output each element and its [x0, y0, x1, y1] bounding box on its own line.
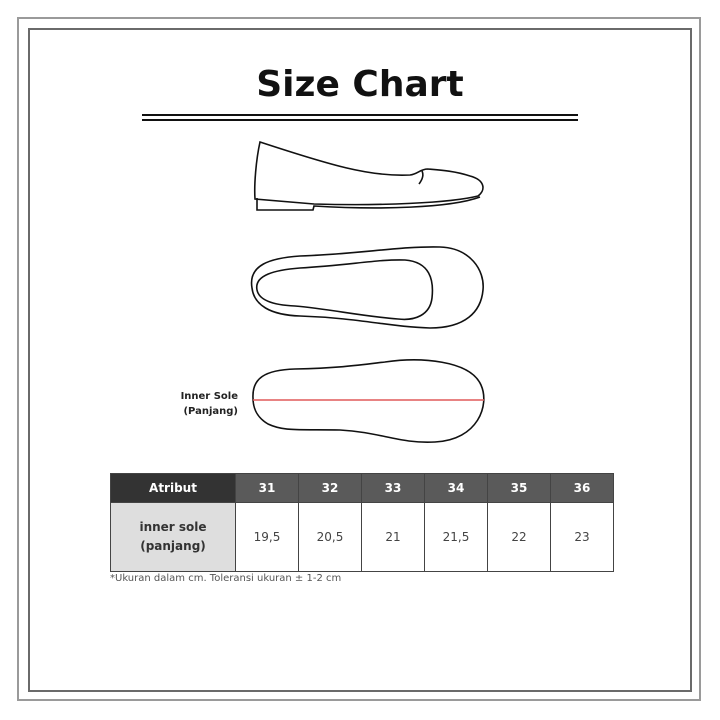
value-cell: 23	[550, 502, 614, 572]
label-line-2: (Panjang)	[183, 406, 238, 417]
table-header-row: Atribut 31 32 33 34 35 36	[110, 473, 614, 503]
row-label: inner sole (panjang)	[110, 502, 236, 572]
header-size: 31	[235, 473, 299, 503]
outer-frame	[17, 17, 701, 701]
tolerance-note: *Ukuran dalam cm. Toleransi ukuran ± 1-2…	[110, 573, 342, 584]
label-line-1: Inner Sole	[180, 391, 238, 402]
header-size: 34	[424, 473, 488, 503]
value-cell: 20,5	[298, 502, 362, 572]
inner-frame	[28, 28, 692, 692]
value-cell: 21	[361, 502, 425, 572]
shoe-top-view	[250, 246, 484, 329]
row-label-line-1: inner sole	[139, 520, 207, 534]
header-size: 35	[487, 473, 551, 503]
size-table: Atribut 31 32 33 34 35 36 inner sole (pa…	[110, 473, 614, 572]
header-size: 32	[298, 473, 362, 503]
table-row: inner sole (panjang) 19,5 20,5 21 21,5 2…	[110, 502, 614, 572]
value-cell: 19,5	[235, 502, 299, 572]
value-cell: 22	[487, 502, 551, 572]
inner-sole-label: Inner Sole (Panjang)	[150, 389, 238, 419]
page-title: Size Chart	[256, 64, 464, 105]
title-rule-bottom	[142, 119, 578, 121]
header-size: 36	[550, 473, 614, 503]
shoe-side-view	[253, 140, 484, 211]
header-atribut: Atribut	[110, 473, 236, 503]
inner-sole-view	[252, 359, 485, 444]
value-cell: 21,5	[424, 502, 488, 572]
title-rule-top	[142, 114, 578, 116]
header-size: 33	[361, 473, 425, 503]
row-label-line-2: (panjang)	[140, 539, 206, 553]
